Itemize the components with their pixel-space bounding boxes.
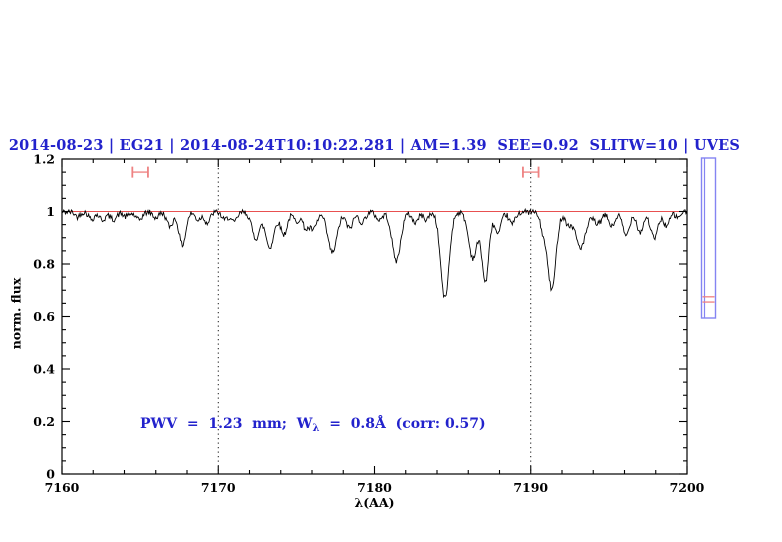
- pwv-annotation: PWV = 1.23 mm; Wλ = 0.8Å (corr: 0.57): [140, 416, 486, 434]
- y-axis-title: norm. flux: [8, 277, 24, 350]
- x-tick-label: 7200: [670, 480, 705, 495]
- side-bar-rect: [700, 157, 717, 319]
- pwv-annotation-prefix: PWV = 1.23 mm; W: [140, 416, 313, 432]
- x-tick-label: 7160: [45, 480, 80, 495]
- y-tick-label: 1: [46, 204, 55, 219]
- y-tick-label: 0.8: [33, 257, 55, 272]
- x-tick-label: 7180: [357, 480, 392, 495]
- pwv-annotation-lambda-subscript: λ: [312, 423, 320, 434]
- x-tick-label: 7190: [513, 480, 548, 495]
- y-tick-label: 0: [46, 467, 55, 482]
- plot-title: 2014-08-23 | EG21 | 2014-08-24T10:10:22.…: [8, 137, 741, 154]
- x-tick-label: 7170: [201, 480, 236, 495]
- x-axis-title: λ(AA): [354, 495, 395, 510]
- y-tick-label: 0.4: [33, 362, 55, 377]
- pwv-annotation-suffix: = 0.8Å (corr: 0.57): [319, 416, 486, 432]
- y-tick-label: 0.2: [33, 414, 55, 429]
- y-tick-label: 0.6: [33, 309, 55, 324]
- spectrum-trace: [61, 207, 688, 299]
- y-tick-label: 1.2: [33, 152, 55, 167]
